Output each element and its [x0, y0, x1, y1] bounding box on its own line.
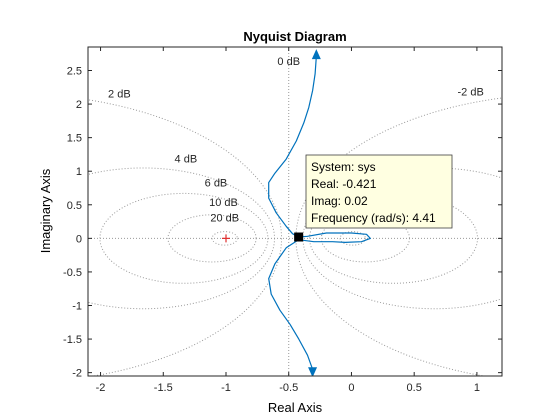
y-tick-label: 1.5: [67, 133, 82, 145]
critical-point-marker: [222, 234, 230, 243]
datatip-line: Imag: 0.02: [311, 194, 368, 208]
db-label: 0 dB: [277, 56, 300, 68]
y-tick-label: -1.5: [63, 334, 82, 346]
x-tick-label: -1: [221, 382, 231, 394]
y-tick-label: -0.5: [63, 267, 82, 279]
y-axis-label: Imaginary Axis: [38, 168, 53, 253]
datatip-line: System: sys: [311, 160, 376, 174]
datatip-line: Real: -0.421: [311, 177, 377, 191]
y-tick-label: 0: [76, 233, 82, 245]
db-grid: [88, 47, 502, 376]
x-axis-label: Real Axis: [268, 400, 323, 415]
datatip-marker[interactable]: [294, 232, 304, 242]
db-label: 2 dB: [108, 88, 131, 100]
x-tick-label: -0.5: [279, 382, 298, 394]
datatip-line: Frequency (rad/s): 4.41: [311, 211, 436, 225]
db-label: 10 dB: [209, 197, 238, 209]
datatip-group[interactable]: System: sys Real: -0.421 Imag: 0.02 Frequen…: [294, 154, 453, 242]
db-label: 6 dB: [205, 178, 228, 190]
db-label: 4 dB: [175, 153, 198, 165]
db-circle: [99, 192, 269, 284]
x-tick-label: 1: [474, 382, 480, 394]
tick-group: -2 -1.5 -1 -0.5 0 0.5 1 -2 -1.5 -1 -0.5 0 0.5 1 1.5 2 2.…: [63, 47, 502, 394]
direction-arrow: [308, 367, 318, 376]
y-tick-label: 0.5: [67, 200, 82, 212]
db-label: 20 dB: [210, 213, 239, 225]
db-circle: [211, 231, 238, 246]
x-tick-label: 0.5: [407, 382, 422, 394]
chart-title: Nyquist Diagram: [243, 29, 346, 44]
db-circle: [339, 231, 366, 246]
y-tick-label: 1: [76, 166, 82, 178]
datatip-box[interactable]: [305, 154, 453, 229]
x-tick-label: 0: [348, 382, 354, 394]
db-label: -2 dB: [457, 86, 483, 98]
db-circle: [88, 99, 282, 376]
y-tick-label: -2: [72, 368, 82, 380]
nyquist-curve: [268, 57, 371, 370]
axes-box: [87, 46, 503, 377]
y-tick-label: 2: [76, 99, 82, 111]
y-tick-label: -1: [72, 301, 82, 313]
db-circle: [309, 192, 479, 284]
x-tick-label: -2: [96, 382, 106, 394]
nyquist-curve-group: [222, 49, 371, 376]
direction-arrow: [311, 49, 321, 60]
y-tick-label: 2.5: [67, 66, 82, 78]
x-tick-label: -1.5: [154, 382, 173, 394]
